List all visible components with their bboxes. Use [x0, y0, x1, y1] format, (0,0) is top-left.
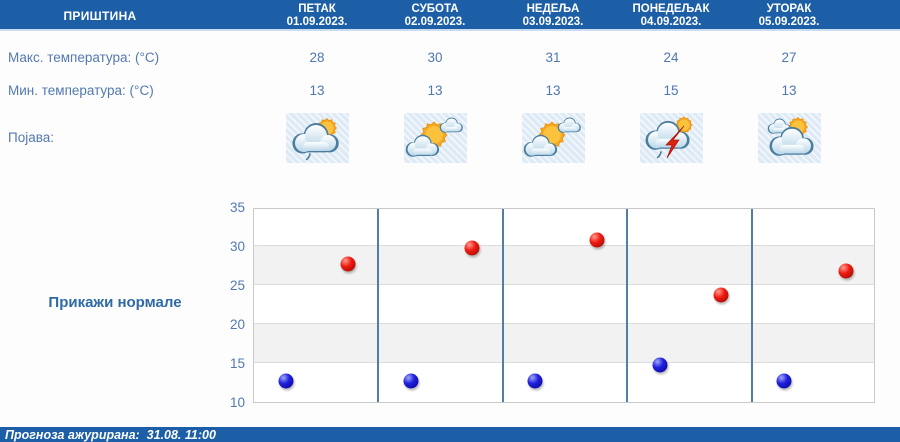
min-temp-value: 13 [309, 83, 325, 98]
day-name: ПОНЕДЕЉАК [632, 2, 710, 15]
min-temp-value: 13 [781, 83, 797, 98]
gridline [254, 245, 874, 246]
day-separator-line [377, 209, 380, 402]
day-name: ПЕТАК [298, 2, 336, 15]
phenomenon-cell [521, 113, 585, 163]
partly-cloudy-icon [767, 116, 814, 156]
day-header-3: НЕДЕЉА 03.09.2023. [494, 0, 612, 31]
y-tick-label: 35 [229, 200, 245, 215]
min-temp-dot [652, 357, 668, 373]
max-temp-value: 27 [781, 50, 797, 65]
day-date: 05.09.2023. [758, 15, 820, 28]
day-date: 02.09.2023. [404, 15, 466, 28]
day-date: 01.09.2023. [286, 15, 348, 28]
day-separator-line [626, 209, 629, 402]
y-tick-label: 10 [229, 395, 245, 410]
min-temp-value: 13 [427, 83, 443, 98]
forecast-updated-text: Прогноза ажурирана: 31.08. 11:00 [5, 428, 216, 442]
min-temp-label: Мин. температура: (°C) [8, 83, 154, 98]
min-temp-dot [278, 373, 294, 389]
day-header-5: УТОРАК 05.09.2023. [730, 0, 848, 31]
min-temp-dot [403, 373, 419, 389]
location-title: ПРИШТИНА [63, 8, 137, 23]
max-temp-value: 28 [309, 50, 325, 65]
gridline [254, 362, 874, 363]
day-header-4: ПОНЕДЕЉАК 04.09.2023. [612, 0, 730, 31]
mostly-sunny-icon [523, 117, 581, 157]
y-tick-label: 25 [229, 278, 245, 293]
day-name: УТОРАК [766, 2, 812, 15]
thunderstorm-icon [645, 116, 693, 159]
day-separator-line [750, 209, 753, 402]
partly-cloudy-light-rain-icon [291, 117, 339, 161]
day-name: СУБОТА [411, 2, 459, 15]
mostly-sunny-icon [405, 117, 463, 157]
phenomenon-cell [639, 113, 703, 163]
max-temp-dot [464, 240, 480, 256]
show-normals-link[interactable]: Прикажи нормале [48, 294, 182, 311]
phenomenon-cell [285, 113, 349, 163]
phenomenon-cell [403, 113, 467, 163]
max-temp-dot [713, 287, 729, 303]
min-temp-dot [776, 373, 792, 389]
gridline [254, 323, 874, 324]
max-temp-dot [340, 256, 356, 272]
footer-bar: Прогноза ажурирана: 31.08. 11:00 [0, 427, 900, 442]
max-temp-value: 24 [663, 50, 679, 65]
y-tick-label: 30 [229, 239, 245, 254]
temperature-chart [253, 208, 875, 403]
max-temp-dot [589, 232, 605, 248]
y-tick-label: 20 [229, 317, 245, 332]
max-temp-value: 30 [427, 50, 443, 65]
max-temp-dot [838, 263, 854, 279]
header-bar: ПРИШТИНА ПЕТАК 01.09.2023. СУБОТА 02.09.202… [0, 0, 900, 31]
day-separator-line [501, 209, 504, 402]
day-name: НЕДЕЉА [526, 2, 580, 15]
day-date: 04.09.2023. [640, 15, 702, 28]
y-tick-label: 15 [229, 356, 245, 371]
day-header-2: СУБОТА 02.09.2023. [376, 0, 494, 31]
day-header-1: ПЕТАК 01.09.2023. [258, 0, 376, 31]
gridline [254, 284, 874, 285]
max-temp-value: 31 [545, 50, 561, 65]
max-temp-label: Макс. температура: (°C) [8, 50, 160, 65]
day-date: 03.09.2023. [522, 15, 584, 28]
phenomenon-cell [757, 113, 821, 163]
min-temp-dot [527, 373, 543, 389]
phenomenon-label: Појава: [8, 130, 54, 145]
min-temp-value: 13 [545, 83, 561, 98]
min-temp-value: 15 [663, 83, 679, 98]
